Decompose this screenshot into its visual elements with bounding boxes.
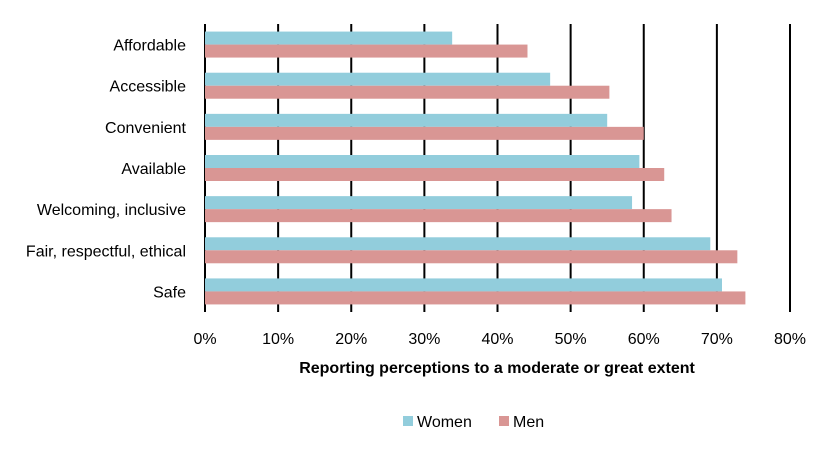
legend-swatch-women <box>403 416 413 426</box>
x-tick-label: 70% <box>701 331 733 348</box>
tick-labels: 0% 10% 20% 30% 40% 50% 60% 70% 80% <box>193 331 806 348</box>
bar-men <box>205 209 672 223</box>
bar-men <box>205 291 746 305</box>
legend-swatch-men <box>499 416 509 426</box>
x-tick-label: 10% <box>262 331 294 348</box>
category-label: Available <box>121 161 186 178</box>
bar-women <box>205 155 640 168</box>
bars <box>205 31 746 305</box>
x-axis-title: Reporting perceptions to a moderate or g… <box>299 360 695 377</box>
category-label: Safe <box>153 284 186 301</box>
bar-men <box>205 168 665 181</box>
category-label: Affordable <box>113 38 186 55</box>
bar-women <box>205 237 711 251</box>
legend-label: Women <box>417 414 472 431</box>
x-tick-label: 50% <box>555 331 587 348</box>
x-tick-label: 20% <box>335 331 367 348</box>
x-tick-label: 60% <box>628 331 660 348</box>
bar-men <box>205 250 738 264</box>
category-labels: Affordable Accessible Convenient Available W… <box>26 38 187 302</box>
bar-women <box>205 113 608 127</box>
bar-women <box>205 31 453 45</box>
category-label: Accessible <box>110 79 187 96</box>
category-label: Convenient <box>105 120 187 137</box>
bar-men <box>205 126 644 140</box>
bar-women <box>205 196 633 210</box>
x-tick-label: 0% <box>193 331 216 348</box>
x-tick-label: 40% <box>481 331 513 348</box>
bar-women <box>205 278 722 292</box>
bar-women <box>205 72 551 86</box>
x-tick-label: 30% <box>408 331 440 348</box>
bar-men <box>205 44 528 58</box>
category-label: Welcoming, inclusive <box>37 202 186 219</box>
legend: Women Men <box>403 414 544 431</box>
category-label: Fair, respectful, ethical <box>26 243 186 260</box>
x-tick-label: 80% <box>774 331 806 348</box>
legend-label: Men <box>513 414 544 431</box>
bar-men <box>205 85 610 99</box>
